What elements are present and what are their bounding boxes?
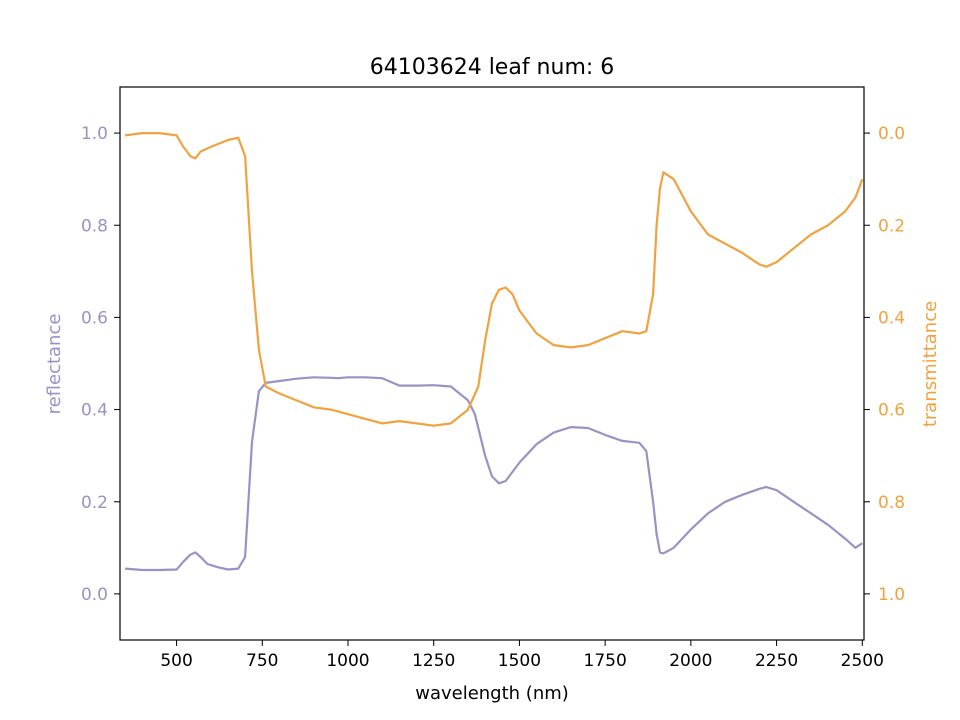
- y-tick-label-left: 0.8: [81, 216, 108, 236]
- x-tick-label: 2000: [669, 651, 712, 671]
- x-tick-label: 1000: [326, 651, 369, 671]
- y-tick-label-right: 0.0: [878, 124, 905, 144]
- y-tick-label-right: 0.6: [878, 401, 905, 421]
- x-tick-label: 2500: [841, 651, 884, 671]
- x-tick-label: 1750: [584, 651, 627, 671]
- series-layer: [124, 132, 864, 572]
- y-tick-label-left: 0.4: [81, 401, 108, 421]
- y-tick-label-left: 0.2: [81, 493, 108, 513]
- transmittance-line: [124, 132, 864, 427]
- reflectance-line: [125, 376, 863, 572]
- y-axis-right: 0.0 0.2 0.4 0.6 0.8 1.0: [864, 124, 905, 605]
- chart-title: 64103624 leaf num: 6: [370, 55, 615, 80]
- y-axis-left: 0.0 0.2 0.4 0.6 0.8 1.0: [81, 124, 120, 605]
- axes-frame: [119, 86, 865, 641]
- y-axis-label-right: transmittance: [920, 301, 941, 427]
- y-tick-label-right: 0.2: [878, 216, 905, 236]
- x-axis-label: wavelength (nm): [415, 683, 569, 704]
- x-axis: 500 750 1000 1250 1500 1750 2000 2250 2500: [160, 640, 884, 671]
- y-tick-label-left: 0.0: [81, 585, 108, 605]
- y-tick-label-left: 0.6: [81, 308, 108, 328]
- x-tick-label: 750: [246, 651, 278, 671]
- y-tick-label-right: 0.4: [878, 308, 905, 328]
- y-tick-label-left: 1.0: [81, 124, 108, 144]
- x-tick-label: 1250: [412, 651, 455, 671]
- y-axis-label-left: reflectance: [44, 314, 65, 415]
- x-tick-label: 2250: [755, 651, 798, 671]
- y-tick-label-right: 0.8: [878, 493, 905, 513]
- x-tick-label: 500: [160, 651, 192, 671]
- y-tick-label-right: 1.0: [878, 585, 905, 605]
- x-tick-label: 1500: [498, 651, 541, 671]
